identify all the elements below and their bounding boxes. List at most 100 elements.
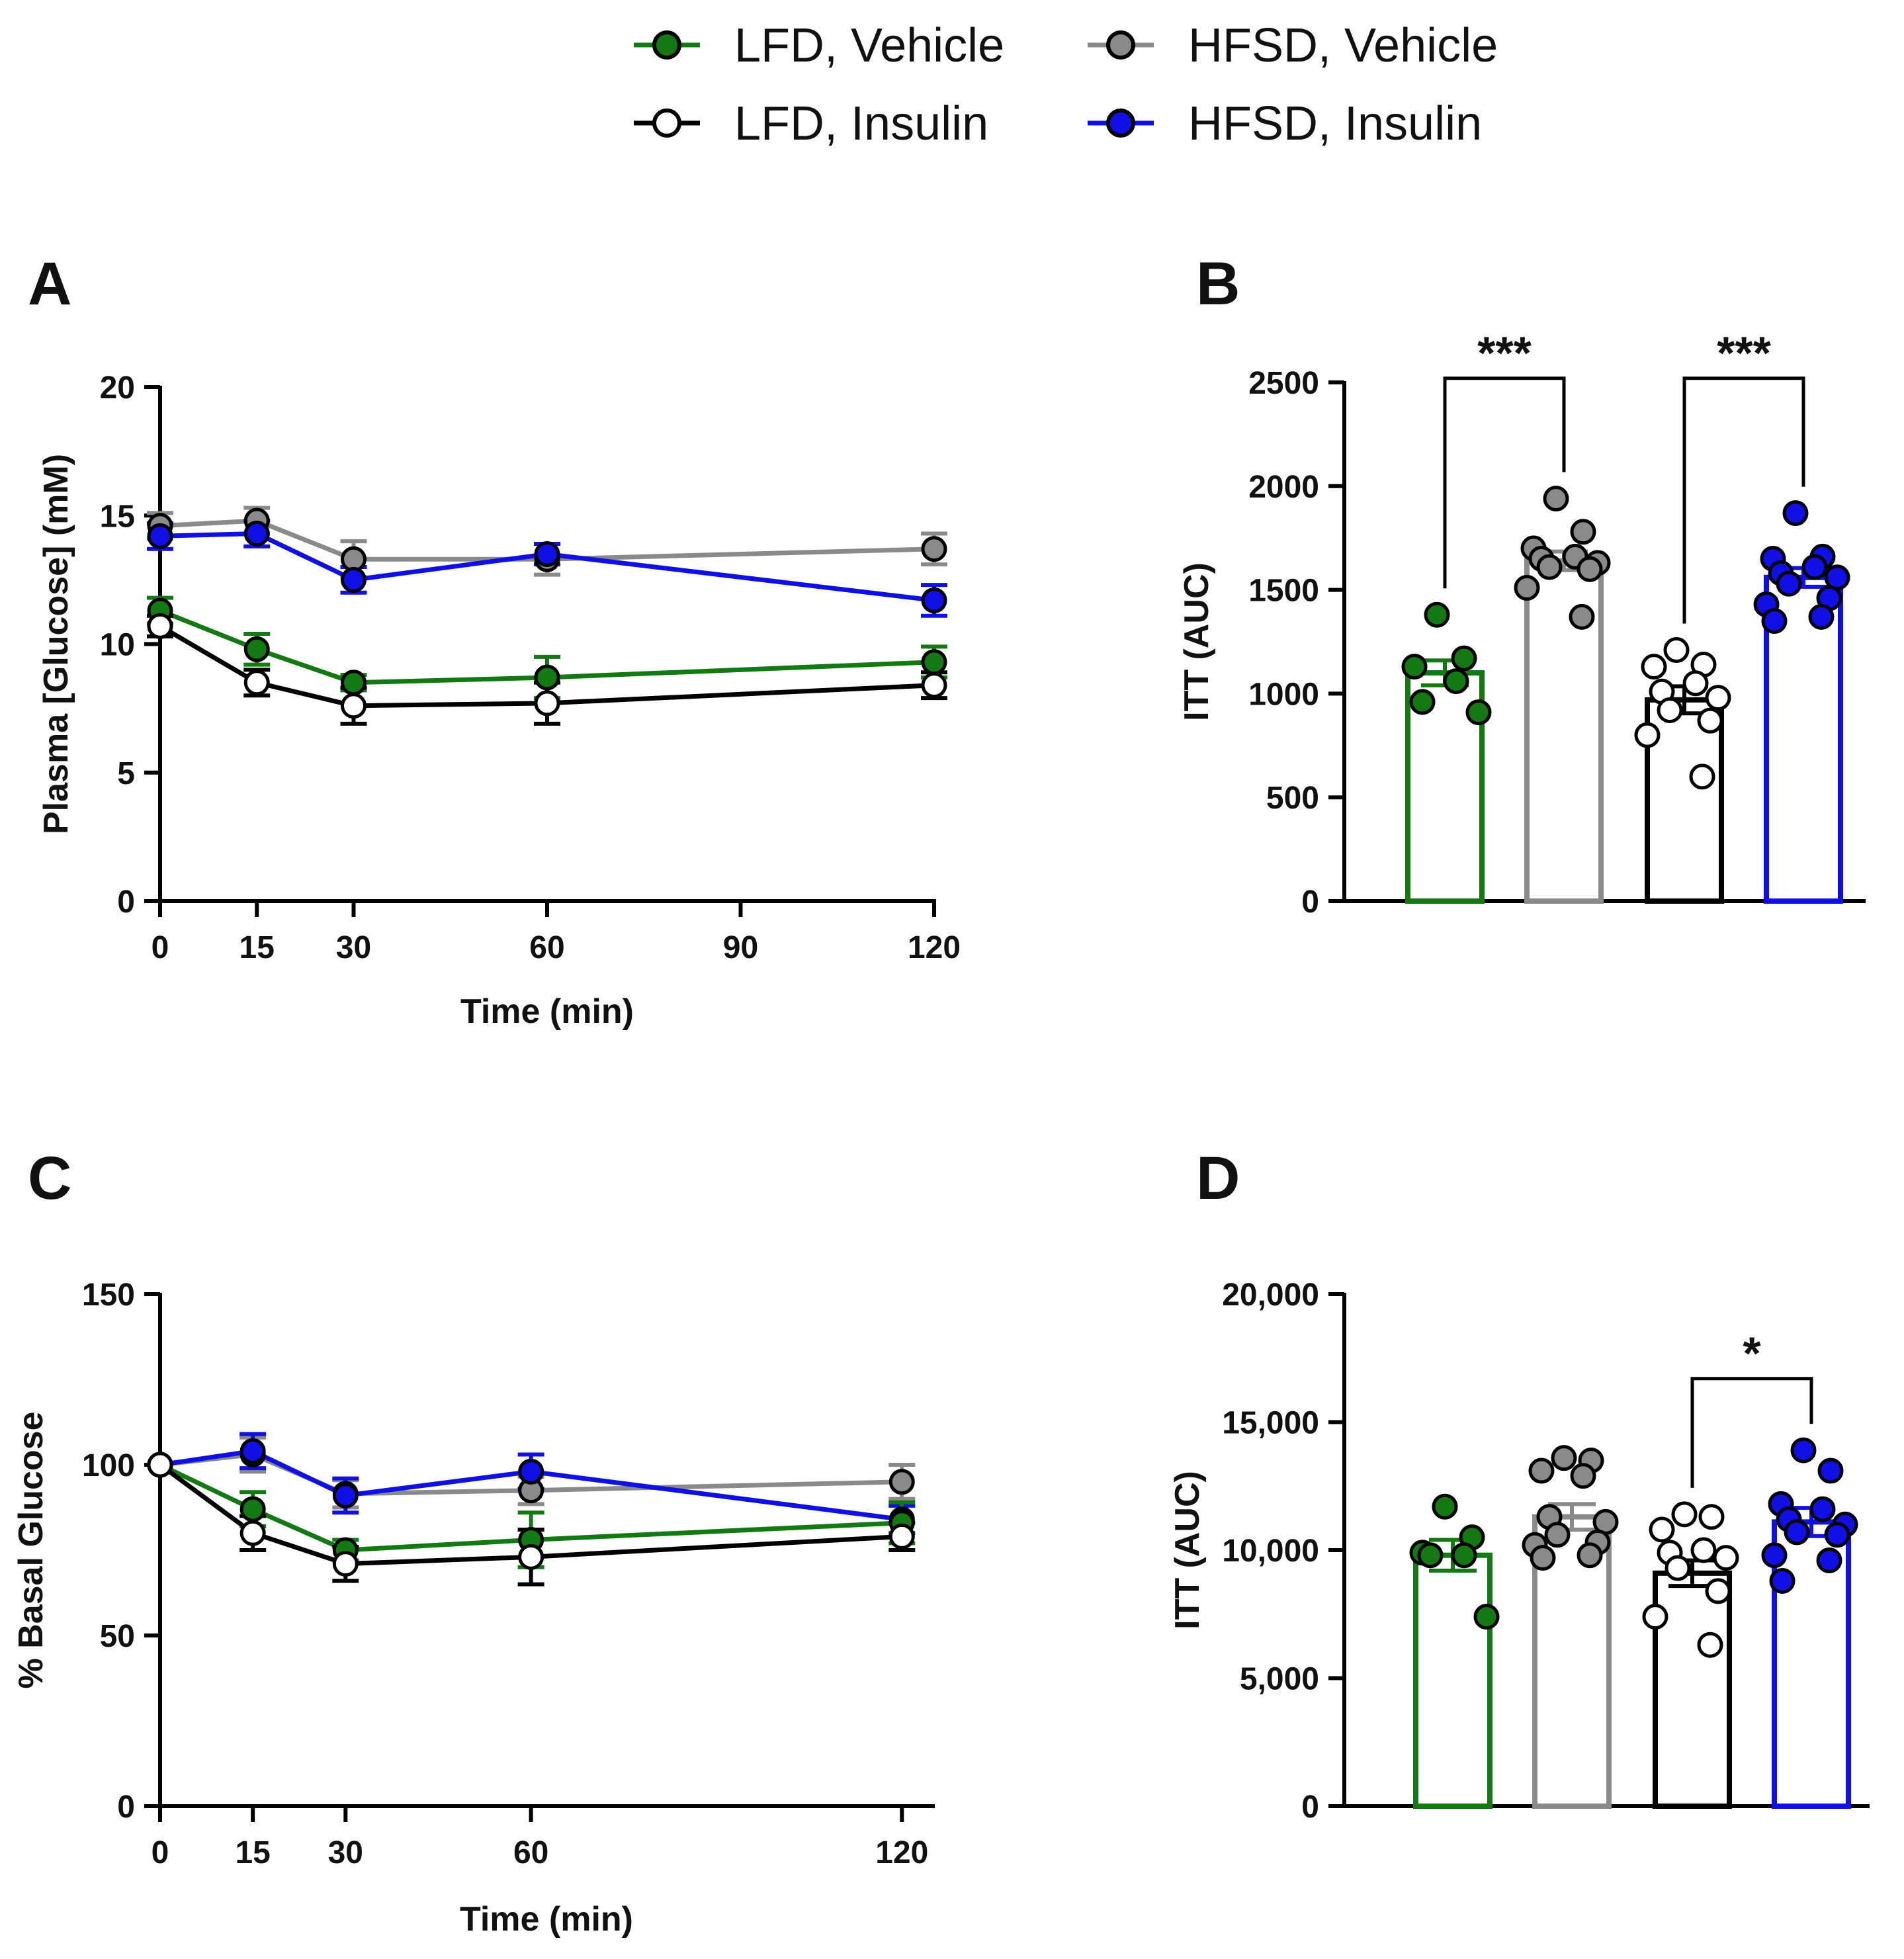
panel-d-bar-lfd-vehicle	[1413, 1552, 1493, 1809]
panel-b-data-point-lfd-vehicle	[1443, 668, 1469, 695]
panel-d-significance-bracket	[1690, 1377, 1813, 1488]
panel-d-letter: D	[1196, 1145, 1240, 1212]
panel-d-data-point-hfsd-vehicle	[1544, 1522, 1571, 1548]
panel-b-data-point-lfd-vehicle	[1424, 601, 1450, 628]
panel-d-y-tick-label: 5,000	[1240, 1662, 1319, 1697]
panel-d-data-point-lfd-insulin	[1665, 1555, 1691, 1581]
panel-c-y-axis-title: % Basal Glucose	[12, 1411, 50, 1688]
panel-d-data-point-hfsd-insulin	[1761, 1542, 1788, 1569]
panel-a-point-lfd-insulin	[534, 690, 560, 717]
panel-a-point-lfd-insulin	[921, 672, 947, 699]
panel-a: A 0 5 10 15 20 0 15 30 60 90 120 Time (min) Plasma […	[28, 250, 961, 1031]
panel-c-point-lfd-insulin	[239, 1520, 266, 1546]
panel-b-data-point-hfsd-insulin	[1808, 603, 1835, 630]
panel-b-letter: B	[1196, 250, 1240, 318]
panel-d-data-point-hfsd-insulin	[1784, 1519, 1810, 1545]
panel-b-data-point-lfd-insulin	[1641, 654, 1667, 680]
panel-b-data-point-lfd-vehicle	[1451, 645, 1477, 672]
legend-marker-lfd-vehicle	[652, 30, 681, 60]
panel-a-point-hfsd-insulin	[921, 587, 947, 613]
legend: LFD, Vehicle HFSD, Vehicle LFD, Insulin HFS…	[634, 19, 1498, 150]
panel-c-point-lfd-insulin	[888, 1523, 915, 1549]
panel-d-data-point-hfsd-vehicle	[1551, 1445, 1577, 1471]
panel-d-data-point-hfsd-insulin	[1817, 1458, 1844, 1484]
panel-c-x-tick-label: 0	[151, 1835, 169, 1870]
panel-a-x-tick-label: 0	[151, 930, 169, 965]
panel-b-data-point-lfd-insulin	[1634, 722, 1661, 748]
panel-a-point-lfd-vehicle	[341, 670, 367, 696]
panel-c-point-hfsd-insulin	[518, 1458, 544, 1485]
panel-b-y-tick-label: 0	[1301, 885, 1319, 920]
panel-c-y-tick-label: 100	[82, 1448, 135, 1483]
panel-d-data-point-lfd-insulin	[1705, 1578, 1731, 1604]
panel-a-point-lfd-vehicle	[243, 636, 270, 662]
legend-marker-hfsd-vehicle	[1106, 30, 1135, 60]
panel-d-data-point-hfsd-vehicle	[1528, 1458, 1555, 1484]
panel-c-point-lfd-insulin	[147, 1452, 173, 1478]
panel-d-data-point-hfsd-vehicle	[1530, 1545, 1556, 1571]
panel-a-point-hfsd-vehicle	[921, 536, 947, 562]
panel-c-point-hfsd-insulin	[332, 1482, 359, 1508]
panel-d-y-tick-label: 20,000	[1222, 1278, 1319, 1313]
panel-b-y-tick-label: 500	[1266, 781, 1319, 816]
panel-c-x-tick-label: 30	[328, 1835, 363, 1870]
panel-a-x-tick-label: 30	[336, 930, 371, 965]
panel-a-x-tick-label: 15	[239, 930, 275, 965]
panel-b-data-point-hfsd-vehicle	[1570, 519, 1596, 545]
panel-b-data-point-lfd-vehicle	[1401, 654, 1428, 680]
legend-label-lfd-vehicle: LFD, Vehicle	[734, 19, 1004, 72]
panel-b-data-point-lfd-insulin	[1657, 697, 1683, 723]
panel-b-data-point-hfsd-insulin	[1776, 570, 1802, 597]
panel-b-y-tick-label: 1000	[1248, 677, 1319, 712]
panel-c-point-lfd-vehicle	[239, 1496, 266, 1522]
legend-marker-lfd-insulin	[652, 109, 681, 138]
panel-c-y-tick-label: 50	[100, 1619, 135, 1654]
panel-d-data-point-lfd-insulin	[1671, 1501, 1698, 1528]
panel-d-data-point-hfsd-vehicle	[1577, 1542, 1603, 1569]
panel-a-y-tick-label: 15	[100, 499, 135, 534]
panel-b-data-point-hfsd-vehicle	[1577, 556, 1603, 582]
panel-a-point-hfsd-insulin	[243, 520, 270, 546]
panel-b-y-tick-label: 2000	[1248, 470, 1319, 505]
panel-c-point-hfsd-vehicle	[888, 1469, 915, 1495]
panel-d-data-point-lfd-vehicle	[1432, 1493, 1458, 1520]
panel-c-x-axis-title: Time (min)	[460, 1900, 633, 1938]
panel-a-x-axis-title: Time (min)	[460, 992, 634, 1031]
legend-marker-hfsd-insulin	[1106, 109, 1135, 138]
panel-d-data-point-hfsd-insulin	[1824, 1522, 1850, 1548]
panel-b-significance-label: ***	[1717, 327, 1771, 379]
panel-b-data-point-hfsd-vehicle	[1514, 574, 1540, 601]
panel-a-point-hfsd-insulin	[341, 566, 367, 593]
panel-c-x-tick-label: 60	[513, 1835, 548, 1870]
panel-d-data-point-lfd-insulin	[1649, 1516, 1675, 1543]
panel-b-data-point-lfd-insulin	[1682, 670, 1709, 697]
panel-c-y-tick-label: 0	[117, 1790, 135, 1825]
panel-b-significance-bracket	[1443, 376, 1566, 589]
panel-a-x-tick-label: 120	[908, 930, 961, 965]
panel-a-y-axis-title: Plasma [Glucose] (mM)	[37, 454, 75, 834]
panel-d-data-point-hfsd-vehicle	[1570, 1463, 1596, 1489]
panel-a-point-lfd-insulin	[243, 670, 270, 696]
panel-b-y-axis-title: ITT (AUC)	[1178, 562, 1216, 721]
panel-c-point-lfd-insulin	[332, 1551, 359, 1577]
panel-d-data-point-lfd-insulin	[1698, 1504, 1725, 1530]
panel-a-point-lfd-insulin	[341, 693, 367, 719]
panel-d: D 0 5,000 10,000 15,000 20,000 ITT (AUC) *	[1168, 1145, 1870, 1825]
panel-d-y-tick-label: 10,000	[1222, 1534, 1319, 1569]
panel-b-data-point-lfd-insulin	[1663, 637, 1690, 664]
panel-b-data-point-lfd-insulin	[1705, 685, 1731, 711]
panel-d-data-point-lfd-vehicle	[1451, 1542, 1477, 1569]
panel-b-significance-bracket	[1682, 376, 1805, 624]
panel-c-y-tick-label: 150	[82, 1278, 135, 1313]
legend-label-lfd-insulin: LFD, Insulin	[734, 97, 988, 150]
panel-b-data-point-lfd-insulin	[1697, 707, 1723, 734]
panel-a-point-lfd-vehicle	[921, 649, 947, 675]
panel-b-data-point-hfsd-insulin	[1782, 500, 1809, 527]
panel-d-data-point-hfsd-insulin	[1790, 1437, 1817, 1463]
panel-b-data-point-hfsd-insulin	[1801, 554, 1828, 580]
panel-a-point-hfsd-insulin	[534, 541, 560, 568]
legend-label-hfsd-vehicle: HFSD, Vehicle	[1188, 19, 1498, 72]
panel-b-data-point-hfsd-vehicle	[1536, 554, 1563, 580]
panel-d-data-point-lfd-vehicle	[1417, 1542, 1444, 1569]
